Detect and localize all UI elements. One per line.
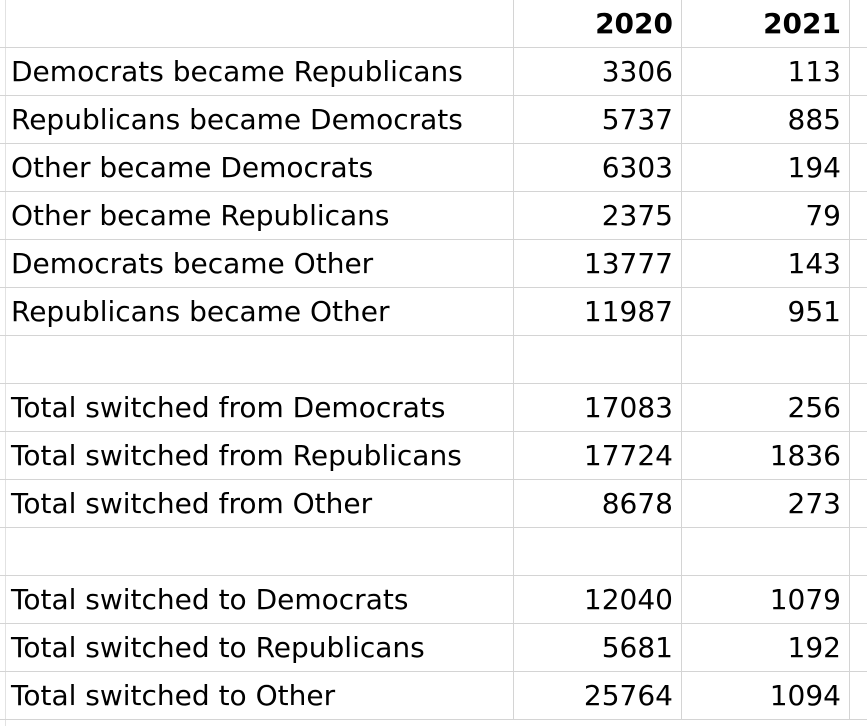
extra-cell[interactable]: [850, 144, 867, 191]
table-row: Other became Republicans 2375 79: [0, 192, 867, 240]
extra-cell[interactable]: [850, 432, 867, 479]
table-row: Total switched from Democrats 17083 256: [0, 384, 867, 432]
extra-cell[interactable]: [850, 576, 867, 623]
empty-row: [0, 336, 867, 384]
row-label-cell[interactable]: [0, 336, 514, 383]
row-label-cell[interactable]: Other became Democrats: [0, 144, 514, 191]
row-label-cell[interactable]: Democrats became Republicans: [0, 48, 514, 95]
value-2020-cell[interactable]: 17724: [514, 432, 682, 479]
value-2021-cell[interactable]: [682, 528, 850, 575]
table-row: Democrats became Other 13777 143: [0, 240, 867, 288]
value-2021-cell[interactable]: [682, 336, 850, 383]
row-label-cell[interactable]: [0, 528, 514, 575]
empty-row: [0, 528, 867, 576]
extra-cell[interactable]: [850, 528, 867, 575]
table-row: Republicans became Other 11987 951: [0, 288, 867, 336]
value-2021-cell[interactable]: 113: [682, 48, 850, 95]
extra-cell[interactable]: [850, 0, 867, 47]
extra-cell[interactable]: [850, 288, 867, 335]
extra-cell[interactable]: [850, 624, 867, 671]
header-row: 2020 2021: [0, 0, 867, 48]
header-2021-cell[interactable]: 2021: [682, 0, 850, 47]
extra-cell[interactable]: [850, 336, 867, 383]
extra-cell[interactable]: [850, 384, 867, 431]
value-2021-cell[interactable]: 1094: [682, 672, 850, 719]
table-row: Republicans became Democrats 5737 885: [0, 96, 867, 144]
row-label-cell[interactable]: Total switched to Democrats: [0, 576, 514, 623]
extra-cell[interactable]: [850, 48, 867, 95]
table-row: Total switched from Other 8678 273: [0, 480, 867, 528]
table-row: Total switched from Republicans 17724 18…: [0, 432, 867, 480]
value-2021-cell[interactable]: 194: [682, 144, 850, 191]
row-label-cell[interactable]: Republicans became Democrats: [0, 96, 514, 143]
value-2020-cell[interactable]: 13777: [514, 240, 682, 287]
header-2020-cell[interactable]: 2020: [514, 0, 682, 47]
row-label-cell[interactable]: Total switched to Republicans: [0, 624, 514, 671]
extra-cell[interactable]: [850, 672, 867, 719]
value-2020-cell[interactable]: 5737: [514, 96, 682, 143]
table-row: Total switched to Other 25764 1094: [0, 672, 867, 720]
row-label-cell[interactable]: Total switched from Democrats: [0, 384, 514, 431]
table-row: Democrats became Republicans 3306 113: [0, 48, 867, 96]
value-2020-cell[interactable]: 8678: [514, 480, 682, 527]
value-2020-cell[interactable]: 6303: [514, 144, 682, 191]
row-label-cell[interactable]: Other became Republicans: [0, 192, 514, 239]
table-row: Total switched to Republicans 5681 192: [0, 624, 867, 672]
value-2020-cell[interactable]: [514, 336, 682, 383]
value-2020-cell[interactable]: 3306: [514, 48, 682, 95]
value-2021-cell[interactable]: 885: [682, 96, 850, 143]
row-label-cell[interactable]: Total switched to Other: [0, 672, 514, 719]
value-2021-cell[interactable]: 256: [682, 384, 850, 431]
value-2021-cell[interactable]: 1836: [682, 432, 850, 479]
header-label-cell[interactable]: [0, 0, 514, 47]
extra-cell[interactable]: [850, 480, 867, 527]
value-2021-cell[interactable]: 951: [682, 288, 850, 335]
extra-cell[interactable]: [850, 96, 867, 143]
value-2021-cell[interactable]: 273: [682, 480, 850, 527]
value-2020-cell[interactable]: [514, 528, 682, 575]
value-2020-cell[interactable]: 2375: [514, 192, 682, 239]
row-label-cell[interactable]: Total switched from Republicans: [0, 432, 514, 479]
value-2020-cell[interactable]: 5681: [514, 624, 682, 671]
value-2021-cell[interactable]: 79: [682, 192, 850, 239]
row-label-cell[interactable]: Democrats became Other: [0, 240, 514, 287]
extra-cell[interactable]: [850, 240, 867, 287]
value-2021-cell[interactable]: 143: [682, 240, 850, 287]
value-2021-cell[interactable]: 192: [682, 624, 850, 671]
value-2021-cell[interactable]: 1079: [682, 576, 850, 623]
table-row: Other became Democrats 6303 194: [0, 144, 867, 192]
extra-cell[interactable]: [850, 192, 867, 239]
row-label-cell[interactable]: Total switched from Other: [0, 480, 514, 527]
value-2020-cell[interactable]: 17083: [514, 384, 682, 431]
table-row: Total switched to Democrats 12040 1079: [0, 576, 867, 624]
row-label-cell[interactable]: Republicans became Other: [0, 288, 514, 335]
value-2020-cell[interactable]: 25764: [514, 672, 682, 719]
value-2020-cell[interactable]: 11987: [514, 288, 682, 335]
value-2020-cell[interactable]: 12040: [514, 576, 682, 623]
